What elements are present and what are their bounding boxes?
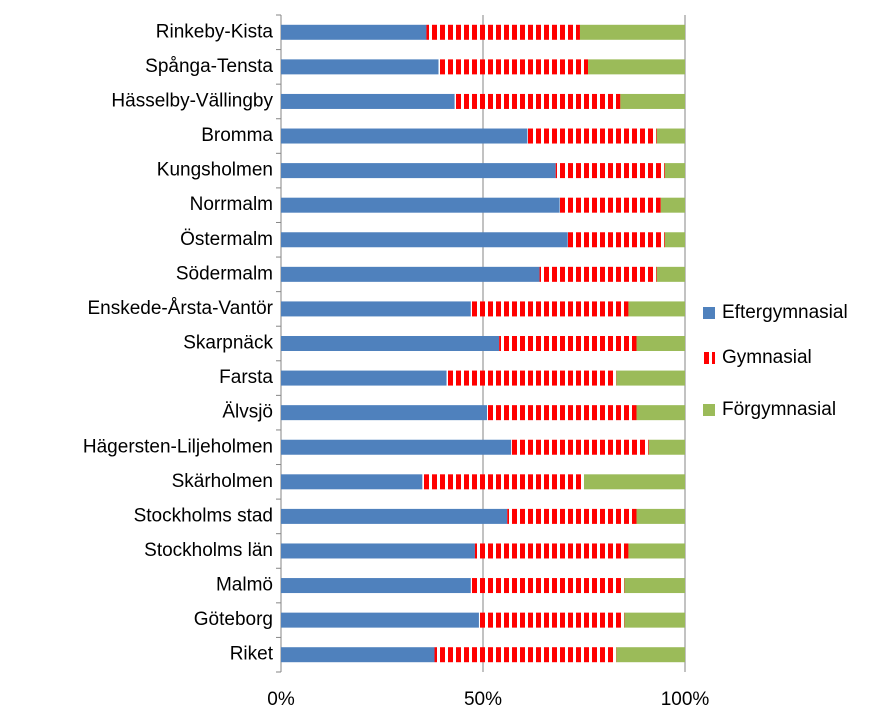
bar-segment xyxy=(281,405,488,421)
bar-segment xyxy=(539,266,657,282)
legend-label: Gymnasial xyxy=(722,347,812,368)
bar-segment xyxy=(281,508,508,524)
bar-segment xyxy=(559,197,661,213)
bar-segment xyxy=(478,612,625,628)
bar-segment xyxy=(446,370,617,386)
bar-segment xyxy=(664,163,685,179)
y-tick-label: Rinkeby-Kista xyxy=(156,21,274,42)
legend-label: Eftergymnasial xyxy=(722,302,848,323)
bar-segment xyxy=(281,93,455,109)
bar-segment xyxy=(648,439,685,455)
y-tick-label: Enskede-Årsta-Vantör xyxy=(87,298,273,319)
y-tick-label: Stockholms stad xyxy=(134,505,273,526)
y-tick-label: Södermalm xyxy=(176,263,273,284)
y-tick-label: Skarpnäck xyxy=(183,333,273,354)
bar-segment xyxy=(636,336,685,351)
bar-segment xyxy=(281,612,479,628)
bar-segment xyxy=(511,439,649,455)
y-tick-label: Älvsjö xyxy=(222,402,273,423)
y-tick-label: Norrmalm xyxy=(190,194,273,215)
bar-segment xyxy=(579,24,685,40)
bar-segment xyxy=(584,474,685,490)
bar-segment xyxy=(555,163,665,179)
bar-segment xyxy=(281,266,540,282)
y-tick-label: Skärholmen xyxy=(172,471,273,492)
bar-segment xyxy=(281,578,471,594)
bar-segment xyxy=(507,508,637,524)
bar-segment xyxy=(474,543,629,559)
bar-segment xyxy=(281,336,500,351)
x-tick-label: 0% xyxy=(267,689,295,710)
x-tick-label: 100% xyxy=(661,689,710,710)
bar-segment xyxy=(616,370,685,386)
bar-segment xyxy=(281,128,528,144)
y-tick-label: Östermalm xyxy=(180,229,273,250)
legend-swatch xyxy=(703,352,715,364)
legend-swatch xyxy=(703,307,715,319)
bar-segment xyxy=(470,301,629,317)
bar-segment xyxy=(281,301,471,317)
y-tick-label: Hägersten-Liljeholmen xyxy=(83,436,273,457)
bar-segment xyxy=(499,336,637,351)
y-tick-label: Bromma xyxy=(201,125,273,146)
bar-segment xyxy=(527,128,657,144)
bar-segment xyxy=(281,474,423,490)
bar-segment xyxy=(567,232,665,248)
bar-segment xyxy=(664,232,685,248)
bar-segment xyxy=(426,24,580,40)
legend-swatch xyxy=(703,404,715,416)
bar-segment xyxy=(438,59,589,75)
bar-segment xyxy=(616,647,685,663)
bar-segment xyxy=(281,439,512,455)
y-tick-label: Spånga-Tensta xyxy=(145,56,273,77)
bar-segment xyxy=(281,232,568,248)
bar-segment xyxy=(636,405,685,421)
bar-segment xyxy=(628,543,685,559)
bar-segment xyxy=(620,93,685,109)
bar-segment xyxy=(624,578,685,594)
bar-segment xyxy=(470,578,625,594)
bar-segment xyxy=(660,197,685,213)
bar-segment xyxy=(281,370,447,386)
y-tick-label: Stockholms län xyxy=(144,540,273,561)
bar-segment xyxy=(281,163,556,179)
x-tick-label: 50% xyxy=(464,689,502,710)
legend-label: Förgymnasial xyxy=(722,399,836,420)
bar-segment xyxy=(281,197,560,213)
bar-segment xyxy=(281,59,439,75)
bar-segment xyxy=(624,612,685,628)
y-tick-label: Farsta xyxy=(219,367,273,388)
y-tick-label: Riket xyxy=(230,644,274,665)
y-tick-label: Hässelby-Vällingby xyxy=(111,90,273,111)
y-tick-label: Malmö xyxy=(216,575,273,596)
bar-segment xyxy=(281,543,475,559)
bar-segment xyxy=(434,647,617,663)
bar-segment xyxy=(656,266,685,282)
bar-segment xyxy=(588,59,685,75)
bar-segment xyxy=(487,405,637,421)
y-tick-label: Göteborg xyxy=(194,609,273,630)
y-tick-label: Kungsholmen xyxy=(157,160,273,181)
bar-segment xyxy=(628,301,685,317)
bar-segment xyxy=(636,508,685,524)
bar-segment xyxy=(281,24,427,40)
bar-segment xyxy=(281,647,435,663)
bar-segment xyxy=(454,93,621,109)
bar-segment xyxy=(422,474,584,490)
bar-segment xyxy=(656,128,685,144)
